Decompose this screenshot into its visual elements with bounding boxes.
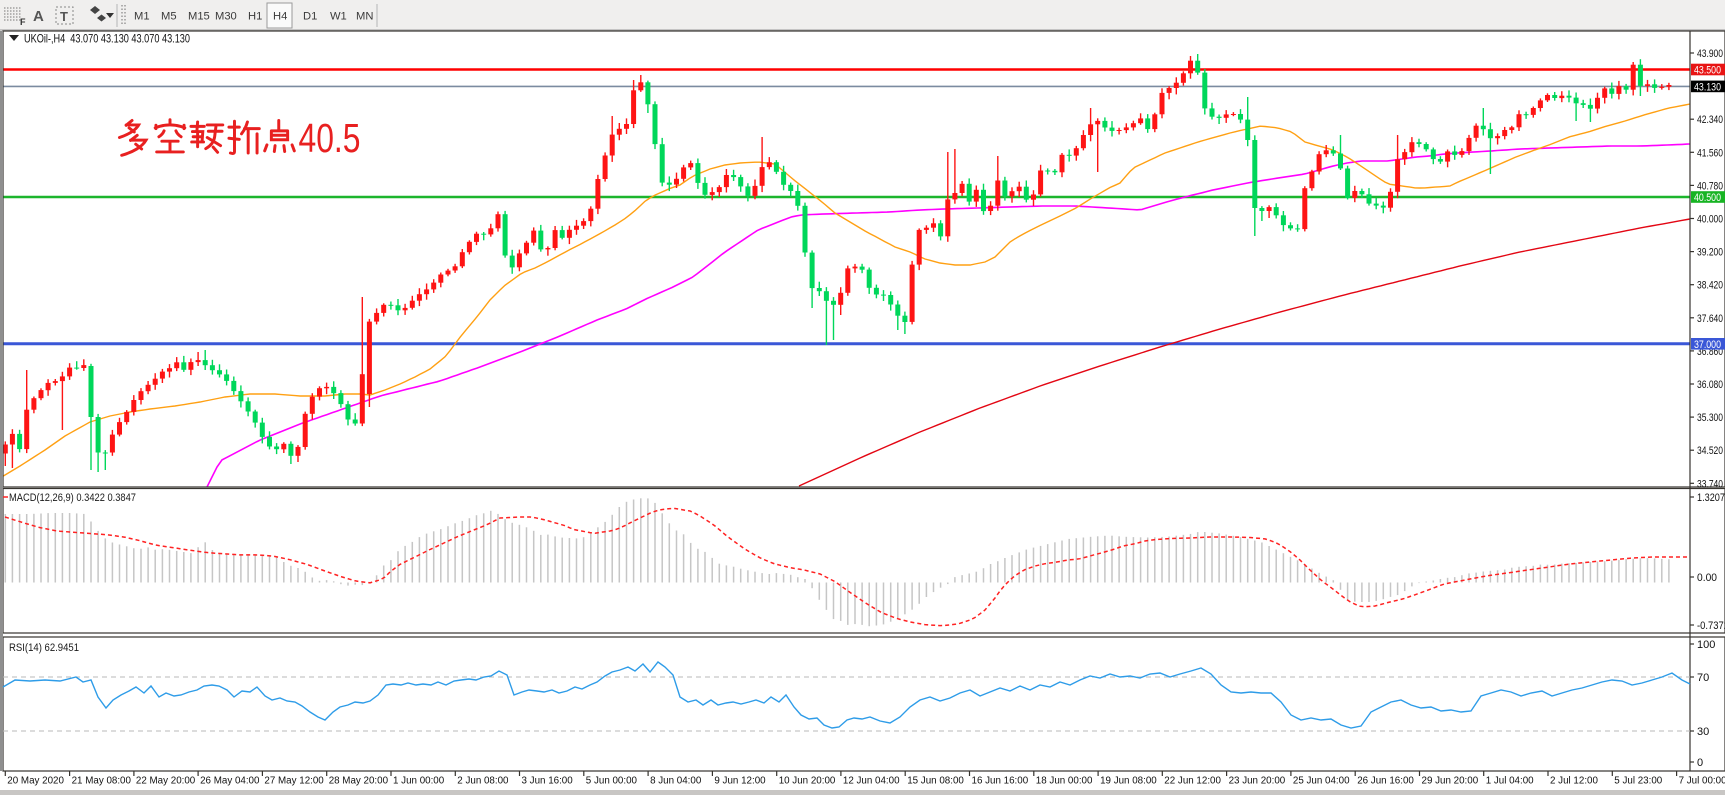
svg-text:43.500: 43.500 [1694,65,1721,77]
svg-text:15 Jun 08:00: 15 Jun 08:00 [907,776,964,787]
svg-text:27 May 12:00: 27 May 12:00 [264,776,324,787]
svg-text:40.780: 40.780 [1697,180,1723,192]
svg-text:39.200: 39.200 [1697,247,1723,259]
svg-text:3 Jun 16:00: 3 Jun 16:00 [522,776,574,787]
svg-text:RSI(14) 62.9451: RSI(14) 62.9451 [9,642,79,654]
svg-text:100: 100 [1697,639,1715,651]
svg-text:10 Jun 20:00: 10 Jun 20:00 [779,776,836,787]
svg-text:70: 70 [1697,672,1709,684]
svg-text:MN: MN [356,11,373,23]
svg-text:21 May 08:00: 21 May 08:00 [72,776,132,787]
svg-text:33.740: 33.740 [1697,478,1723,490]
svg-text:UKOil-,H4 43.070 43.130 43.07: UKOil-,H4 43.070 43.130 43.070 43.130 [24,32,190,46]
svg-text:-0.7372: -0.7372 [1697,620,1725,632]
svg-text:16 Jun 16:00: 16 Jun 16:00 [972,776,1029,787]
svg-text:M15: M15 [188,11,210,23]
svg-text:2 Jul 12:00: 2 Jul 12:00 [1550,776,1598,787]
svg-text:25 Jun 04:00: 25 Jun 04:00 [1293,776,1350,787]
svg-text:37.000: 37.000 [1694,339,1721,351]
svg-text:20 May 2020: 20 May 2020 [7,776,64,787]
svg-text:8 Jun 04:00: 8 Jun 04:00 [650,776,702,787]
svg-text:1.3207: 1.3207 [1697,492,1725,504]
svg-text:M30: M30 [215,11,237,23]
svg-text:40.000: 40.000 [1697,214,1723,226]
svg-text:F: F [20,17,26,27]
svg-text:29 Jun 20:00: 29 Jun 20:00 [1422,776,1479,787]
svg-text:M1: M1 [134,11,150,23]
svg-text:42.340: 42.340 [1697,114,1723,126]
svg-text:38.420: 38.420 [1697,280,1723,292]
svg-text:41.560: 41.560 [1697,147,1723,159]
svg-text:W1: W1 [330,11,347,23]
svg-text:26 May 04:00: 26 May 04:00 [200,776,260,787]
svg-text:2 Jun 08:00: 2 Jun 08:00 [457,776,509,787]
svg-text:T: T [60,9,68,24]
svg-text:28 May 20:00: 28 May 20:00 [329,776,389,787]
svg-text:43.130: 43.130 [1694,82,1721,94]
svg-text:H1: H1 [248,11,262,23]
svg-text:5 Jul 23:00: 5 Jul 23:00 [1614,776,1662,787]
svg-text:19 Jun 08:00: 19 Jun 08:00 [1100,776,1157,787]
svg-text:26 Jun 16:00: 26 Jun 16:00 [1357,776,1414,787]
svg-text:0.00: 0.00 [1697,572,1717,584]
svg-text:1 Jul 04:00: 1 Jul 04:00 [1486,776,1534,787]
svg-text:5 Jun 00:00: 5 Jun 00:00 [586,776,638,787]
svg-text:40.5: 40.5 [299,115,361,161]
svg-text:M5: M5 [161,11,177,23]
svg-text:12 Jun 04:00: 12 Jun 04:00 [843,776,900,787]
svg-text:43.900: 43.900 [1697,48,1723,60]
svg-text:18 Jun 00:00: 18 Jun 00:00 [1036,776,1093,787]
svg-text:D1: D1 [303,11,317,23]
svg-text:40.500: 40.500 [1694,192,1721,204]
svg-text:34.520: 34.520 [1697,445,1723,457]
svg-text:36.080: 36.080 [1697,379,1723,391]
svg-text:H4: H4 [273,11,287,23]
svg-text:1 Jun 00:00: 1 Jun 00:00 [393,776,445,787]
svg-text:37.640: 37.640 [1697,313,1723,325]
svg-text:A: A [33,8,44,25]
svg-text:9 Jun 12:00: 9 Jun 12:00 [714,776,766,787]
svg-text:30: 30 [1697,726,1709,738]
svg-text:35.300: 35.300 [1697,412,1723,424]
svg-text:23 Jun 20:00: 23 Jun 20:00 [1229,776,1286,787]
svg-text:0: 0 [1697,757,1703,769]
svg-text:22 May 20:00: 22 May 20:00 [136,776,196,787]
svg-text:7 Jul 00:00: 7 Jul 00:00 [1679,776,1725,787]
svg-text:MACD(12,26,9) 0.3422 0.3847: MACD(12,26,9) 0.3422 0.3847 [9,492,136,504]
svg-text:22 Jun 12:00: 22 Jun 12:00 [1164,776,1221,787]
